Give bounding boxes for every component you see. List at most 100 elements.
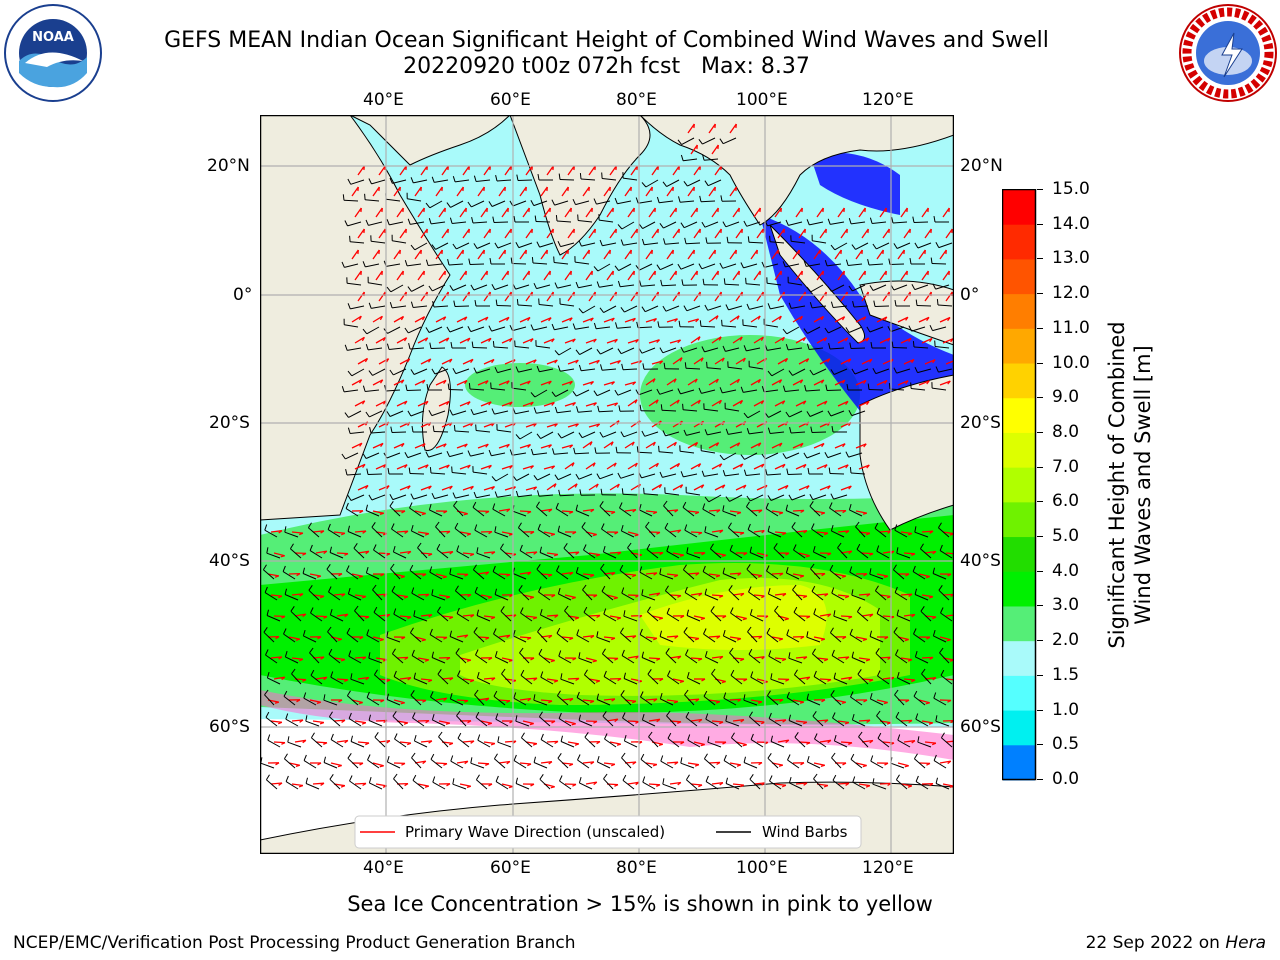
wind-barb <box>578 410 593 413</box>
wave-direction-arrowhead <box>338 699 343 703</box>
wind-barb <box>413 305 428 308</box>
wind-barb <box>390 568 401 580</box>
wind-barb <box>512 510 527 517</box>
lat-tick-right-40s: 40°S <box>960 551 1001 571</box>
wind-barb <box>556 220 572 223</box>
wind-barb <box>729 494 743 502</box>
wave-direction-arrow <box>693 165 701 176</box>
wind-barb <box>620 632 632 643</box>
wind-barb-flag <box>472 564 477 571</box>
wind-barb <box>476 179 491 182</box>
wind-barb <box>790 431 806 434</box>
wind-barb-flag <box>291 668 296 675</box>
wave-direction-arrowhead <box>527 697 532 702</box>
wind-barb <box>746 221 761 227</box>
wave-direction-arrowhead <box>530 338 534 343</box>
wave-direction-arrowhead <box>679 554 684 557</box>
wind-barb <box>748 654 761 664</box>
wave-direction-arrow <box>645 317 657 323</box>
wave-direction-arrowhead <box>379 512 384 516</box>
wind-barb <box>725 783 740 790</box>
wind-barb-flag <box>635 197 639 204</box>
wind-barb <box>806 263 821 267</box>
wind-barb-flag <box>639 404 642 411</box>
wave-direction-arrowhead <box>421 639 426 642</box>
wave-direction-arrowhead <box>800 762 805 766</box>
wave-direction-arrowhead <box>572 531 577 535</box>
wind-barb-flag <box>641 651 644 658</box>
wave-direction-arrowhead <box>445 596 451 599</box>
wind-barb <box>890 326 905 333</box>
wave-direction-arrow <box>351 186 359 197</box>
wind-barb <box>520 612 533 622</box>
wind-barb-flag <box>446 326 451 333</box>
wave-direction-arrow <box>540 761 552 764</box>
wave-direction-arrow <box>378 613 390 617</box>
wave-direction-arrowhead <box>485 443 489 448</box>
wave-direction-arrowhead <box>401 510 406 514</box>
wave-direction-arrow <box>837 656 850 659</box>
wave-direction-arrowhead <box>652 511 658 515</box>
wave-direction-arrowhead <box>424 337 429 342</box>
wind-barb-flag <box>345 502 349 509</box>
wind-barb <box>390 284 404 293</box>
wave-direction-arrowhead <box>907 532 913 536</box>
wind-barb <box>494 758 506 769</box>
wind-barb-flag <box>769 235 771 242</box>
wind-barb <box>876 715 887 727</box>
wave-direction-arrow <box>291 657 303 660</box>
wind-barb <box>889 263 905 265</box>
wind-barb <box>872 783 887 790</box>
wave-direction-arrow <box>945 614 954 617</box>
wind-barb <box>392 494 407 501</box>
wind-barb <box>536 284 551 290</box>
colorbar-segment <box>1003 502 1035 538</box>
wind-barb <box>533 200 548 207</box>
wind-barb-flag <box>341 261 345 268</box>
wind-barb-flag <box>328 586 332 593</box>
wind-barb-flag <box>933 692 937 699</box>
wave-direction-arrow <box>399 615 412 618</box>
wave-direction-arrow <box>561 698 573 701</box>
wind-barb-flag <box>811 585 816 592</box>
wave-direction-arrow <box>753 400 764 407</box>
wave-direction-arrowhead <box>364 358 369 363</box>
wave-direction-arrow <box>729 510 741 514</box>
wind-barb <box>829 473 845 475</box>
wave-direction-arrowhead <box>883 575 888 579</box>
wind-barb <box>538 654 551 664</box>
nws-logo <box>1179 4 1277 102</box>
wind-barb <box>583 549 596 559</box>
wave-direction-arrow <box>813 636 825 640</box>
wind-barb <box>497 741 512 748</box>
wind-barb <box>578 284 593 289</box>
wind-barb-flag <box>896 671 900 679</box>
wind-barb-flag <box>513 216 516 223</box>
wind-barb <box>434 179 449 183</box>
wind-barb-flag <box>411 752 416 759</box>
wave-direction-arrowhead <box>467 337 471 342</box>
lat-tick-left-40s: 40°S <box>209 551 250 571</box>
wind-barb <box>813 778 824 790</box>
wind-barb <box>932 387 947 391</box>
wind-barb-flag <box>472 501 477 508</box>
wind-barb-flag <box>807 468 810 475</box>
wave-direction-arrow <box>588 228 596 239</box>
wave-direction-arrowhead <box>842 510 847 514</box>
wind-barb-flag <box>471 216 474 224</box>
wind-barb-flag <box>454 585 459 592</box>
wind-barb-flag <box>895 774 900 781</box>
wave-direction-arrow <box>798 485 810 491</box>
wave-direction-arrow <box>837 337 849 344</box>
wave-direction-arrow <box>294 613 306 617</box>
wave-direction-arrowhead <box>296 573 301 577</box>
lat-tick-right-20s: 20°S <box>960 413 1001 433</box>
colorbar-tick-label: 4.0 <box>1052 560 1080 581</box>
wave-direction-arrowhead <box>697 336 701 341</box>
wave-direction-arrowhead <box>298 532 304 536</box>
wave-direction-arrow <box>627 270 635 281</box>
wind-barb-flag <box>449 409 454 416</box>
wind-barb-flag <box>680 757 683 764</box>
wave-direction-arrow <box>567 228 575 239</box>
wind-barb-flag <box>641 430 646 437</box>
